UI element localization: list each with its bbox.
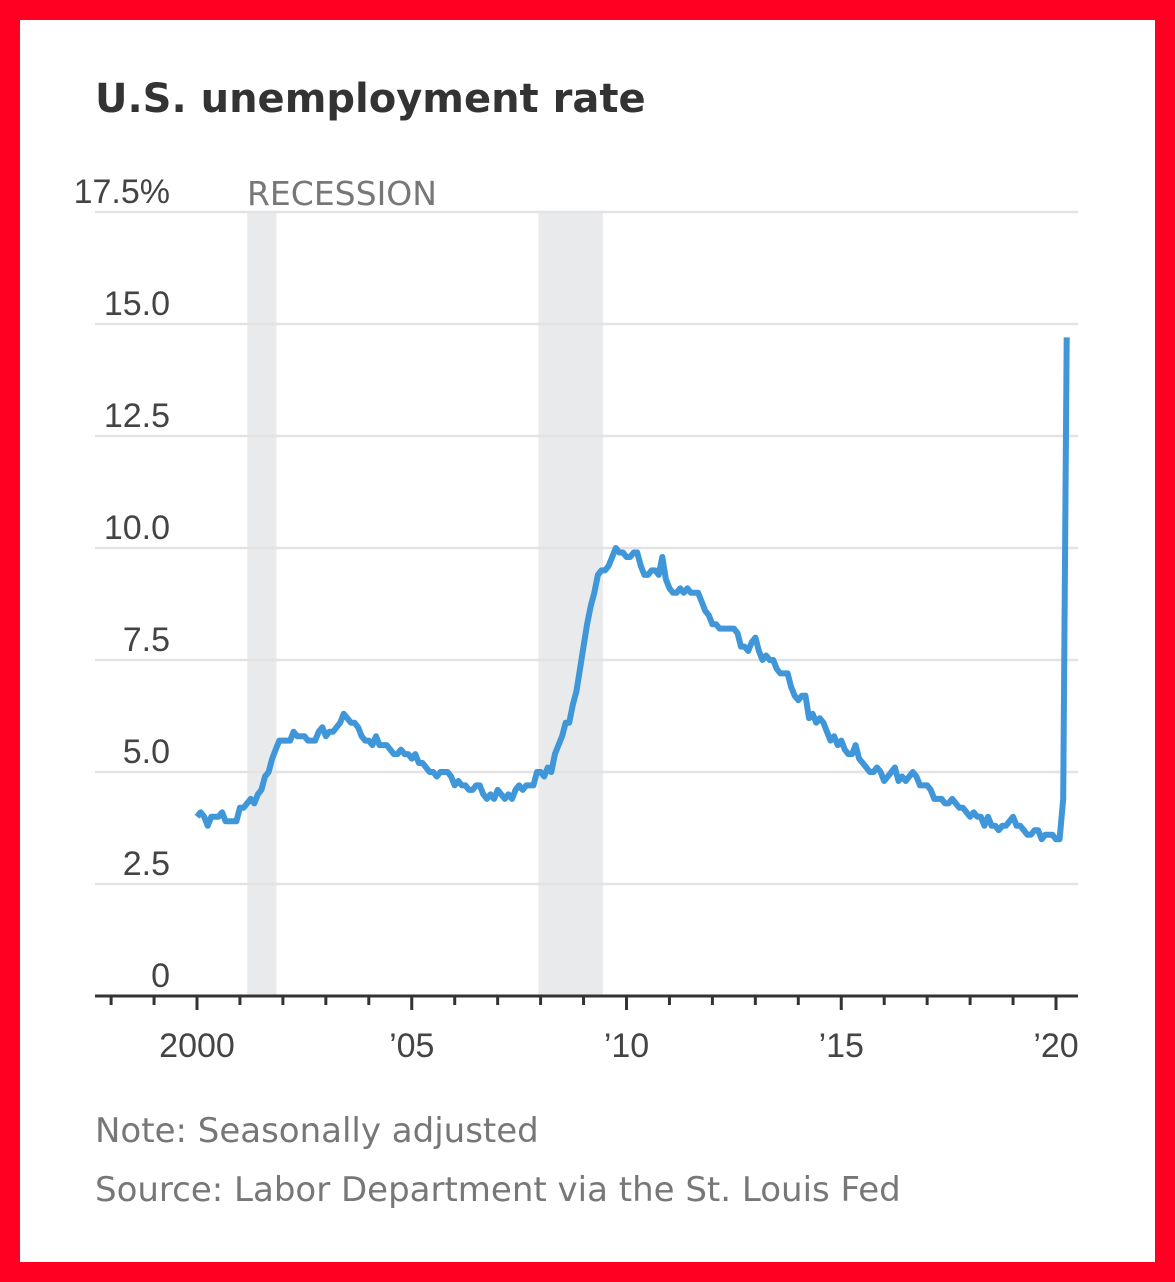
y-tick-label: 0	[151, 957, 170, 995]
x-tick-label: 2000	[159, 1027, 235, 1065]
x-tick-label: ’20	[1033, 1027, 1078, 1065]
y-tick-label: 10.0	[104, 509, 170, 547]
x-tick-label: ’10	[604, 1027, 649, 1065]
unemployment-line	[194, 337, 1070, 843]
chart-title: U.S. unemployment rate	[95, 76, 646, 122]
y-tick-label: 2.5	[123, 845, 170, 883]
x-tick-label: ’15	[819, 1027, 864, 1065]
y-tick-label: 7.5	[123, 621, 170, 659]
y-tick-label: 15.0	[104, 285, 170, 323]
recession-label: RECESSION	[247, 174, 437, 213]
recession-band	[247, 212, 277, 996]
y-tick-label: 5.0	[123, 733, 170, 771]
source-text: Source: Labor Department via the St. Lou…	[95, 1170, 901, 1210]
y-tick-label: 12.5	[104, 397, 170, 435]
note-text: Note: Seasonally adjusted	[95, 1111, 539, 1151]
x-tick-label: ’05	[389, 1027, 434, 1065]
y-tick-label: 17.5%	[74, 173, 170, 211]
